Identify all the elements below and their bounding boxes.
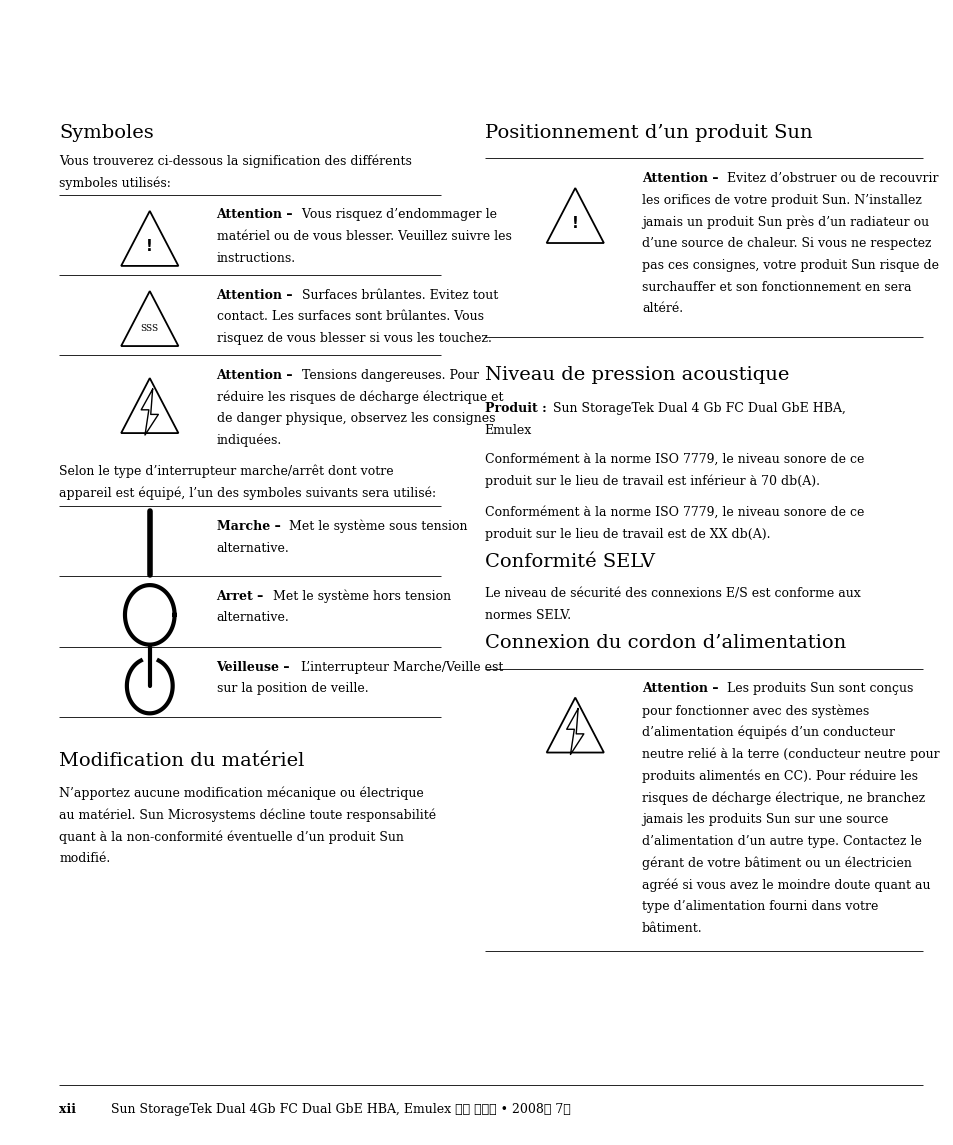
Text: !: ! bbox=[571, 215, 578, 231]
Text: Attention –: Attention – bbox=[216, 369, 293, 381]
Text: bâtiment.: bâtiment. bbox=[641, 922, 702, 934]
Text: Le niveau de sécurité des connexions E/S est conforme aux: Le niveau de sécurité des connexions E/S… bbox=[484, 587, 860, 600]
Text: produit sur le lieu de travail est inférieur à 70 db(A).: produit sur le lieu de travail est infér… bbox=[484, 474, 819, 488]
Text: Connexion du cordon d’alimentation: Connexion du cordon d’alimentation bbox=[484, 634, 845, 653]
Text: surchauffer et son fonctionnement en sera: surchauffer et son fonctionnement en ser… bbox=[641, 281, 910, 293]
Text: les orifices de votre produit Sun. N’installez: les orifices de votre produit Sun. N’ins… bbox=[641, 194, 921, 206]
Text: Modification du matériel: Modification du matériel bbox=[59, 752, 304, 771]
Text: xii: xii bbox=[59, 1103, 76, 1115]
Text: réduire les risques de décharge électrique et: réduire les risques de décharge électriq… bbox=[216, 390, 502, 404]
Text: Attention –: Attention – bbox=[216, 208, 293, 221]
Text: d’alimentation équipés d’un conducteur: d’alimentation équipés d’un conducteur bbox=[641, 726, 894, 740]
Text: Attention –: Attention – bbox=[216, 289, 293, 301]
Text: symboles utilisés:: symboles utilisés: bbox=[59, 176, 171, 190]
Text: Produit :: Produit : bbox=[484, 402, 546, 414]
Text: jamais les produits Sun sur une source: jamais les produits Sun sur une source bbox=[641, 813, 887, 826]
Text: instructions.: instructions. bbox=[216, 252, 295, 264]
Text: agréé si vous avez le moindre doute quant au: agréé si vous avez le moindre doute quan… bbox=[641, 878, 929, 892]
Text: Sun StorageTek Dual 4Gb FC Dual GbE HBA, Emulex 설치 설명서 • 2008년 7월: Sun StorageTek Dual 4Gb FC Dual GbE HBA,… bbox=[95, 1103, 571, 1115]
Text: L’interrupteur Marche/Veille est: L’interrupteur Marche/Veille est bbox=[296, 661, 502, 673]
Text: d’une source de chaleur. Si vous ne respectez: d’une source de chaleur. Si vous ne resp… bbox=[641, 237, 930, 250]
Text: Veilleuse –: Veilleuse – bbox=[216, 661, 290, 673]
Text: risquez de vous blesser si vous les touchez.: risquez de vous blesser si vous les touc… bbox=[216, 332, 491, 345]
Text: Arret –: Arret – bbox=[216, 590, 264, 602]
Text: risques de décharge électrique, ne branchez: risques de décharge électrique, ne branc… bbox=[641, 791, 924, 805]
Text: Les produits Sun sont conçus: Les produits Sun sont conçus bbox=[722, 682, 913, 695]
Text: N’apportez aucune modification mécanique ou électrique: N’apportez aucune modification mécanique… bbox=[59, 787, 423, 800]
Text: normes SELV.: normes SELV. bbox=[484, 609, 570, 622]
Text: Attention –: Attention – bbox=[641, 682, 718, 695]
Text: alternative.: alternative. bbox=[216, 542, 289, 554]
Text: Symboles: Symboles bbox=[59, 124, 153, 142]
Text: Vous risquez d’endommager le: Vous risquez d’endommager le bbox=[297, 208, 497, 221]
Text: produits alimentés en CC). Pour réduire les: produits alimentés en CC). Pour réduire … bbox=[641, 769, 917, 783]
Text: Conformité SELV: Conformité SELV bbox=[484, 553, 654, 571]
Text: SSS: SSS bbox=[141, 324, 158, 333]
Text: neutre relié à la terre (conducteur neutre pour: neutre relié à la terre (conducteur neut… bbox=[641, 748, 939, 761]
Text: Selon le type d’interrupteur marche/arrêt dont votre: Selon le type d’interrupteur marche/arrê… bbox=[59, 465, 394, 479]
Text: appareil est équipé, l’un des symboles suivants sera utilisé:: appareil est équipé, l’un des symboles s… bbox=[59, 487, 436, 500]
Text: Emulex: Emulex bbox=[484, 424, 532, 436]
Text: alternative.: alternative. bbox=[216, 611, 289, 624]
Text: gérant de votre bâtiment ou un électricien: gérant de votre bâtiment ou un électrici… bbox=[641, 856, 911, 870]
Text: matériel ou de vous blesser. Veuillez suivre les: matériel ou de vous blesser. Veuillez su… bbox=[216, 230, 511, 243]
Text: Tensions dangereuses. Pour: Tensions dangereuses. Pour bbox=[297, 369, 478, 381]
Text: Attention –: Attention – bbox=[641, 172, 718, 184]
Text: Conformément à la norme ISO 7779, le niveau sonore de ce: Conformément à la norme ISO 7779, le niv… bbox=[484, 452, 863, 465]
Text: Conformément à la norme ISO 7779, le niveau sonore de ce: Conformément à la norme ISO 7779, le niv… bbox=[484, 506, 863, 519]
Text: modifié.: modifié. bbox=[59, 852, 111, 864]
Text: Evitez d’obstruer ou de recouvrir: Evitez d’obstruer ou de recouvrir bbox=[722, 172, 938, 184]
Text: produit sur le lieu de travail est de XX db(A).: produit sur le lieu de travail est de XX… bbox=[484, 528, 769, 540]
Text: pas ces consignes, votre produit Sun risque de: pas ces consignes, votre produit Sun ris… bbox=[641, 259, 938, 271]
Text: Niveau de pression acoustique: Niveau de pression acoustique bbox=[484, 366, 788, 385]
Text: sur la position de veille.: sur la position de veille. bbox=[216, 682, 368, 695]
Text: jamais un produit Sun près d’un radiateur ou: jamais un produit Sun près d’un radiateu… bbox=[641, 215, 928, 229]
Text: altéré.: altéré. bbox=[641, 302, 682, 315]
Text: quant à la non-conformité éventuelle d’un produit Sun: quant à la non-conformité éventuelle d’u… bbox=[59, 830, 404, 844]
Text: au matériel. Sun Microsystems décline toute responsabilité: au matériel. Sun Microsystems décline to… bbox=[59, 808, 436, 822]
Text: Surfaces brûlantes. Evitez tout: Surfaces brûlantes. Evitez tout bbox=[297, 289, 497, 301]
Text: Sun StorageTek Dual 4 Gb FC Dual GbE HBA,: Sun StorageTek Dual 4 Gb FC Dual GbE HBA… bbox=[548, 402, 844, 414]
Text: de danger physique, observez les consignes: de danger physique, observez les consign… bbox=[216, 412, 495, 425]
Text: contact. Les surfaces sont brûlantes. Vous: contact. Les surfaces sont brûlantes. Vo… bbox=[216, 310, 483, 323]
Text: Met le système hors tension: Met le système hors tension bbox=[269, 590, 451, 603]
Text: Marche –: Marche – bbox=[216, 520, 280, 532]
Text: type d’alimentation fourni dans votre: type d’alimentation fourni dans votre bbox=[641, 900, 878, 913]
Text: pour fonctionner avec des systèmes: pour fonctionner avec des systèmes bbox=[641, 704, 868, 718]
Text: d’alimentation d’un autre type. Contactez le: d’alimentation d’un autre type. Contacte… bbox=[641, 835, 921, 847]
Text: !: ! bbox=[146, 238, 153, 254]
Text: Met le système sous tension: Met le système sous tension bbox=[285, 520, 467, 534]
Text: Positionnement d’un produit Sun: Positionnement d’un produit Sun bbox=[484, 124, 811, 142]
Text: Vous trouverez ci-dessous la signification des différents: Vous trouverez ci-dessous la significati… bbox=[59, 155, 412, 168]
Text: indiquées.: indiquées. bbox=[216, 434, 281, 448]
